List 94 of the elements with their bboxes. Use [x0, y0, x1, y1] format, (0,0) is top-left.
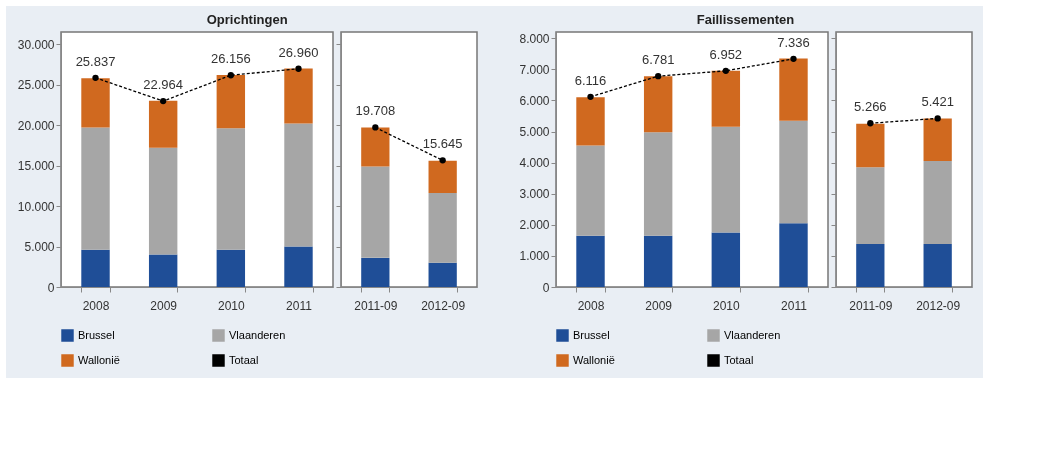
y-tick-label: 5.000 — [24, 240, 55, 255]
bar — [148, 254, 178, 287]
point — [790, 55, 797, 63]
x-tick-label: 2011-09 — [849, 298, 893, 313]
bar — [576, 145, 605, 236]
bar — [81, 78, 110, 128]
x-tick-label: 2009 — [150, 298, 178, 313]
point — [587, 93, 594, 100]
x-tick-label: 2012-09 — [916, 298, 961, 313]
bar — [284, 246, 313, 287]
bar — [576, 97, 605, 146]
bar — [923, 244, 952, 287]
x-tick-label: 2010 — [712, 298, 740, 313]
bar — [361, 166, 390, 258]
legend-label: Brussel — [573, 328, 610, 341]
bar — [643, 132, 673, 236]
bar — [923, 118, 952, 162]
bar — [856, 167, 885, 245]
bar — [216, 249, 246, 287]
x-tick-label: 2012-09 — [421, 298, 466, 313]
y-tick-label: 7.000 — [519, 62, 550, 77]
y-tick-label: 6.000 — [519, 93, 550, 108]
bar — [428, 193, 457, 263]
y-tick-label: 10.000 — [17, 199, 55, 214]
bar — [284, 68, 313, 124]
data-label: 6.952 — [709, 46, 743, 62]
data-label: 5.266 — [854, 99, 887, 115]
data-label: 26.156 — [210, 51, 251, 67]
y-tick-label: 15.000 — [17, 159, 55, 174]
y-tick-label: 1.000 — [519, 249, 550, 264]
data-label: 7.336 — [777, 34, 810, 50]
bar — [284, 123, 313, 247]
data-label: 6.116 — [574, 72, 607, 88]
bar — [711, 126, 741, 233]
data-label: 26.960 — [278, 44, 319, 60]
bar — [216, 128, 246, 250]
y-tick-label: 3.000 — [519, 187, 550, 202]
x-tick-label: 2011-09 — [354, 298, 398, 313]
legend-label: Brussel — [78, 328, 115, 341]
bar — [81, 249, 110, 287]
x-tick-label: 2009 — [645, 298, 673, 313]
bar — [148, 100, 178, 148]
data-label: 6.781 — [641, 52, 675, 68]
data-label: 15.645 — [422, 136, 463, 152]
bar — [711, 232, 741, 287]
bar — [856, 244, 885, 287]
chart-title: Oprichtingen — [206, 12, 288, 28]
bar — [428, 160, 457, 194]
bar — [856, 123, 885, 168]
point — [92, 74, 99, 81]
point — [722, 67, 729, 74]
bar — [643, 76, 673, 133]
y-tick-label: 8.000 — [519, 31, 550, 46]
data-label: 5.421 — [921, 94, 954, 110]
bar — [216, 74, 246, 129]
bar — [779, 120, 808, 224]
legend-label: Totaal — [229, 353, 259, 366]
x-tick-label: 2011 — [286, 298, 313, 313]
y-tick-label: 30.000 — [17, 37, 55, 52]
legend-label: Totaal — [724, 353, 754, 366]
y-tick-label: 0 — [47, 280, 55, 295]
x-tick-label: 2010 — [217, 298, 245, 313]
bar — [428, 262, 457, 287]
bar — [576, 235, 605, 287]
bar — [361, 127, 390, 167]
point — [295, 65, 302, 72]
point — [160, 97, 167, 105]
x-tick-label: 2011 — [781, 298, 808, 313]
bar — [361, 257, 390, 287]
bar — [643, 235, 673, 287]
legend-label: Wallonië — [573, 353, 615, 366]
chart-title: Faillissementen — [696, 12, 795, 28]
bar — [81, 127, 110, 250]
bar — [711, 70, 741, 127]
bar — [923, 161, 952, 245]
bar — [779, 58, 808, 121]
y-tick-label: 0 — [542, 280, 550, 295]
data-label: 22.964 — [143, 77, 184, 93]
bar — [148, 147, 178, 255]
legend-label: Vlaanderen — [229, 328, 286, 341]
y-tick-label: 2.000 — [519, 218, 550, 233]
legend-label: Wallonië — [78, 353, 120, 366]
bar — [779, 223, 808, 287]
legend-label: Vlaanderen — [724, 328, 781, 341]
point — [655, 72, 662, 80]
data-label: 25.837 — [75, 53, 116, 69]
x-tick-label: 2008 — [82, 298, 110, 313]
y-tick-label: 25.000 — [17, 78, 55, 93]
x-tick-label: 2008 — [577, 298, 605, 313]
y-tick-label: 5.000 — [519, 125, 550, 140]
point — [227, 72, 234, 79]
data-label: 19.708 — [355, 103, 396, 119]
y-tick-label: 20.000 — [17, 118, 55, 133]
y-tick-label: 4.000 — [519, 156, 550, 171]
